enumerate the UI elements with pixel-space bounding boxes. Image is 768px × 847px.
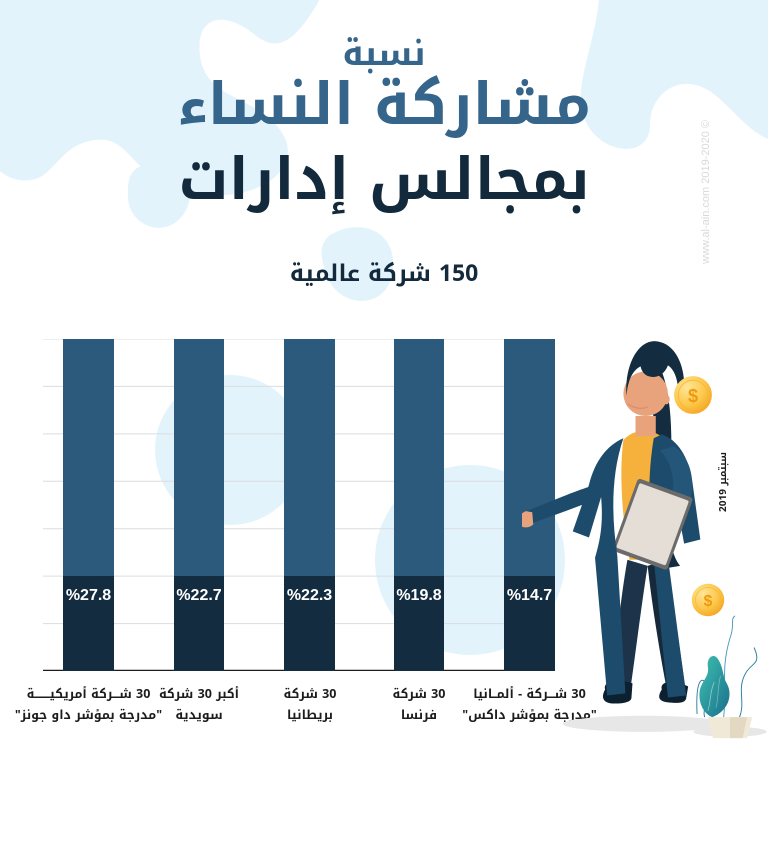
svg-text:$: $	[688, 386, 698, 406]
svg-text:$: $	[704, 593, 713, 610]
